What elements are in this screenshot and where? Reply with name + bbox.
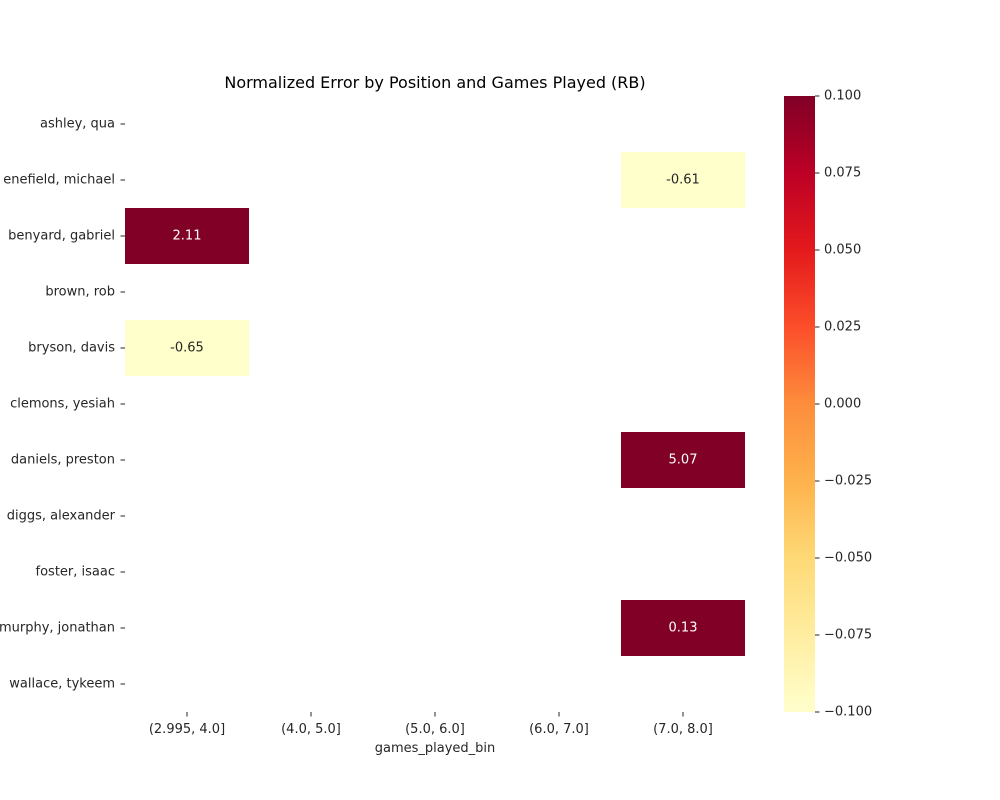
chart-title: Normalized Error by Position and Games P… bbox=[224, 73, 645, 92]
colorbar-tick-label: −0.100 bbox=[824, 705, 872, 720]
colorbar-tick-label: 0.100 bbox=[824, 89, 861, 104]
x-axis-label: games_played_bin bbox=[375, 741, 496, 756]
heatmap-cell bbox=[125, 208, 249, 264]
y-tick-label: foster, isaac bbox=[36, 565, 115, 580]
cell-value-label: -0.65 bbox=[170, 341, 204, 356]
y-tick-label: brown, rob bbox=[45, 285, 115, 300]
colorbar-tick-label: −0.025 bbox=[824, 474, 872, 489]
colorbar-ticks: 0.100 0.075 0.050 0.025 0.000 −0.025 −0.050 −0.… bbox=[815, 89, 872, 720]
y-tick-label: bryson, davis bbox=[28, 341, 115, 356]
y-tick-label: ashley, qua bbox=[40, 117, 115, 132]
y-tick-label: wallace, tykeem bbox=[9, 677, 115, 692]
colorbar-tick-label: −0.050 bbox=[824, 551, 872, 566]
cell-value-label: 2.11 bbox=[173, 229, 202, 244]
x-tick-label: (4.0, 5.0] bbox=[281, 722, 341, 737]
heatmap-cell bbox=[621, 432, 745, 488]
y-tick-label: murphy, jonathan bbox=[0, 621, 115, 636]
colorbar: 0.100 0.075 0.050 0.025 0.000 −0.025 −0.050 −0.… bbox=[784, 89, 872, 720]
colorbar-tick-label: −0.075 bbox=[824, 628, 872, 643]
y-tick-label: benyard, gabriel bbox=[8, 229, 115, 244]
cell-value-label: -0.61 bbox=[666, 173, 700, 188]
x-tick-label: (5.0, 6.0] bbox=[405, 722, 465, 737]
heatmap-cell bbox=[125, 320, 249, 376]
y-tick-label: diggs, alexander bbox=[7, 509, 116, 524]
colorbar-tick-label: 0.050 bbox=[824, 243, 861, 258]
cell-value-label: 5.07 bbox=[669, 453, 698, 468]
y-axis: ashley, qua enefield, michael benyard, gab… bbox=[0, 117, 125, 692]
y-tick-label: enefield, michael bbox=[3, 173, 115, 188]
x-tick-label: (7.0, 8.0] bbox=[653, 722, 713, 737]
cell-value-label: 0.13 bbox=[669, 621, 698, 636]
x-tick-label: (2.995, 4.0] bbox=[149, 722, 225, 737]
colorbar-tick-label: 0.075 bbox=[824, 166, 861, 181]
x-tick-label: (6.0, 7.0] bbox=[529, 722, 589, 737]
x-axis: (2.995, 4.0] (4.0, 5.0] (5.0, 6.0] (6.0, 7.… bbox=[149, 712, 713, 737]
colorbar-tick-label: 0.000 bbox=[824, 397, 861, 412]
heatmap-cell bbox=[621, 152, 745, 208]
y-tick-label: daniels, preston bbox=[11, 453, 115, 468]
y-tick-label: clemons, yesiah bbox=[10, 397, 115, 412]
colorbar-tick-label: 0.025 bbox=[824, 320, 861, 335]
colorbar-gradient bbox=[784, 96, 815, 712]
heatmap-cell bbox=[621, 600, 745, 656]
heatmap-cells: -0.61 2.11 -0.65 5.07 0.13 bbox=[125, 152, 745, 656]
